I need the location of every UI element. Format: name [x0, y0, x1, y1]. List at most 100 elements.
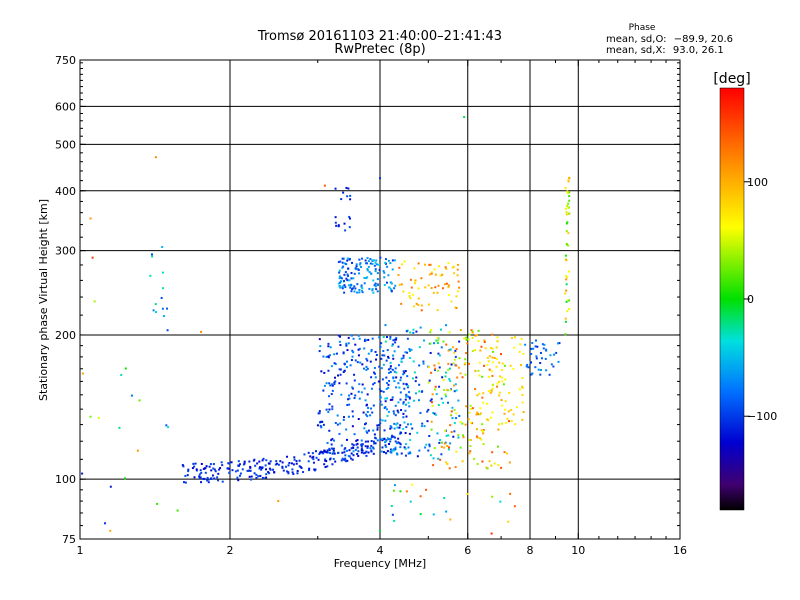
data-point-f-region-o-spread	[385, 376, 388, 379]
data-point-e-region-trace	[356, 452, 359, 455]
x-tick-label: 16	[673, 544, 687, 557]
data-point-f-region-o-rising	[329, 346, 332, 349]
data-point-f-region-o-rising	[336, 414, 339, 417]
data-point-e-region-trace	[268, 467, 271, 470]
phase-stats-x: mean, sd,X: 93.0, 26.1	[606, 45, 724, 56]
data-point-e-region-trace	[220, 461, 223, 464]
data-point-x-mode-spread	[469, 404, 472, 407]
data-point-f-region-o-rising	[379, 400, 382, 403]
data-point-f-region-o-spread	[379, 395, 382, 398]
data-point-f-region-o-spread	[384, 340, 387, 343]
data-point-high-freq-trace	[548, 373, 551, 376]
data-point-vertical-trace-9-5-mhz	[564, 320, 567, 323]
data-point-f-region-o-spread	[435, 393, 438, 396]
data-point-vertical-trace-9-5-mhz	[566, 310, 569, 313]
data-point-f-region-cusp	[368, 287, 371, 290]
data-point-f-region-o-spread	[418, 346, 421, 349]
data-point-x-mode-cluster	[417, 304, 420, 307]
data-point-x-mode-cluster	[402, 290, 405, 293]
data-point-x-mode-spread	[439, 458, 442, 461]
data-point-f-region-o-rising	[387, 357, 390, 360]
data-point-f-region-o-rising	[404, 409, 407, 412]
data-point-f-region-cusp	[346, 257, 349, 260]
data-point-f-region-o-rising	[399, 398, 402, 401]
data-point-bottom-sparse	[419, 495, 422, 498]
data-point-e-region-trace	[323, 449, 326, 452]
data-point-f-region-o-rising	[392, 376, 395, 379]
data-point-bottom-sparse	[391, 513, 394, 516]
data-point-f-region-o-rising	[399, 446, 402, 449]
data-point-f-region-cusp	[353, 272, 356, 275]
data-point-x-mode-high-freq	[509, 364, 512, 367]
data-point-low-freq-sparse-1-4-mhz	[161, 307, 164, 310]
data-point-x-mode-spread	[452, 346, 455, 349]
data-point-f-region-o-spread	[426, 420, 429, 423]
data-point-f-region-o-spread	[421, 422, 424, 425]
data-point-high-freq-trace	[539, 362, 542, 365]
data-point-e-region-trace	[265, 468, 268, 471]
data-point-f-region-o-rising	[321, 420, 324, 423]
data-point-f-region-o-spread	[449, 442, 452, 445]
data-point-x-mode-cluster	[452, 265, 455, 268]
data-point-e-region-trace	[198, 475, 201, 478]
data-point-x-mode-spread	[461, 422, 464, 425]
data-point-f-region-o-spread	[383, 407, 386, 410]
data-point-e-region-trace	[287, 471, 290, 474]
data-point-e-region-trace	[212, 463, 215, 466]
data-point-vertical-trace-9-5-mhz	[565, 259, 568, 262]
data-point-f-region-o-spread	[420, 425, 423, 428]
data-point-f-region-o-rising	[367, 429, 370, 432]
data-point-x-mode-spread	[497, 428, 500, 431]
data-point-e-region-trace	[318, 453, 321, 456]
data-point-isolated	[379, 529, 381, 532]
data-point-e-region-trace	[275, 460, 278, 463]
data-point-f-region-cusp	[374, 270, 377, 273]
data-point-f-region-o-rising	[378, 365, 381, 368]
colorbar-tick-label: −100	[747, 410, 777, 423]
data-point-x-mode-high-freq	[521, 401, 524, 404]
y-tick-label: 600	[55, 100, 76, 113]
data-point-e-region-trace	[357, 450, 360, 453]
data-point-f-region-o-spread	[451, 417, 454, 420]
data-point-e-region-trace	[217, 472, 220, 475]
data-point-e-region-trace	[216, 476, 219, 479]
data-point-f-region-o-rising	[402, 370, 405, 373]
data-point-x-mode-high-freq	[478, 392, 481, 395]
data-point-e-region-trace	[293, 456, 296, 459]
data-point-f-region-o-spread	[385, 408, 388, 411]
data-point-f-region-o-rising	[319, 421, 322, 424]
data-point-x-mode-spread	[450, 431, 453, 434]
data-point-x-mode-spread	[470, 329, 473, 332]
data-point-f-region-o-spread	[397, 401, 400, 404]
data-point-x-mode-cluster	[414, 279, 417, 282]
data-point-e-region-trace	[255, 476, 258, 479]
data-point-scattered-low	[156, 502, 159, 505]
data-point-e-region-trace	[209, 463, 212, 466]
data-point-f-region-o-rising	[351, 425, 354, 428]
data-point-f-region-o-spread	[439, 328, 442, 331]
data-point-x-mode-spread	[501, 362, 504, 365]
data-point-f-region-o-rising	[316, 424, 319, 427]
data-point-x-mode-spread	[469, 408, 472, 411]
data-point-f-region-o-rising	[351, 387, 354, 390]
data-point-x-mode-high-freq	[501, 404, 504, 407]
data-point-x-mode-spread	[468, 439, 471, 442]
data-point-f-region-o-rising	[370, 407, 373, 410]
data-point-high-freq-trace	[525, 365, 528, 368]
data-point-f-region-o-rising	[340, 393, 343, 396]
data-point-f-region-o-rising	[330, 393, 333, 396]
data-point-f-region-o-spread	[411, 427, 414, 430]
data-point-f-region-o-spread	[412, 331, 415, 334]
data-point-x-mode-cluster	[457, 290, 460, 293]
data-point-x-mode-spread	[437, 369, 440, 372]
data-point-e-region-trace	[398, 442, 401, 445]
data-point-e-region-trace	[260, 468, 263, 471]
data-point-scattered-low	[81, 372, 84, 375]
data-point-f-region-o-rising	[352, 351, 355, 354]
data-point-e-region-trace	[307, 451, 310, 454]
data-point-e-region-trace	[397, 441, 400, 444]
data-point-f-region-o-rising	[367, 338, 370, 341]
data-point-f-region-o-rising	[389, 425, 392, 428]
data-point-e-region-trace	[291, 471, 294, 474]
data-point-e-region-trace	[218, 468, 221, 471]
